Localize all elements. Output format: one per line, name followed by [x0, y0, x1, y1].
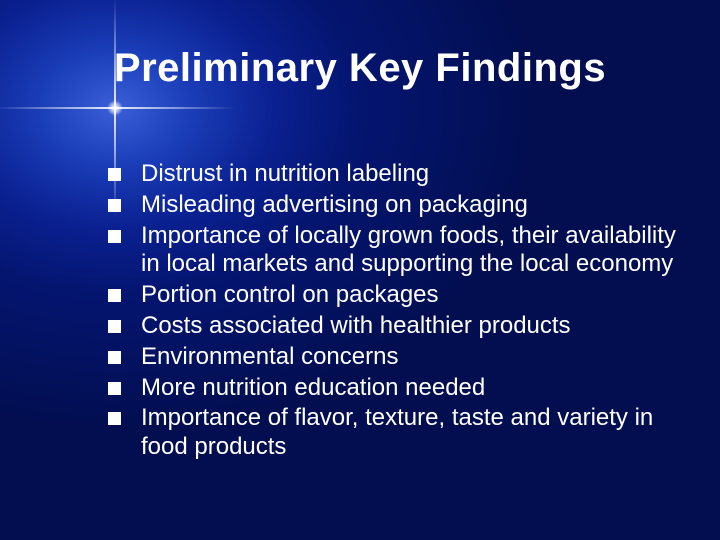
- square-bullet-icon: [108, 289, 121, 302]
- square-bullet-icon: [108, 320, 121, 333]
- list-item-text: Portion control on packages: [141, 281, 680, 310]
- list-item: Environmental concerns: [108, 343, 680, 372]
- square-bullet-icon: [108, 351, 121, 364]
- list-item-text: Costs associated with healthier products: [141, 312, 680, 341]
- list-item-text: Importance of locally grown foods, their…: [141, 222, 680, 280]
- list-item: Importance of locally grown foods, their…: [108, 222, 680, 280]
- list-item-text: More nutrition education needed: [141, 374, 680, 403]
- square-bullet-icon: [108, 168, 121, 181]
- list-item-text: Environmental concerns: [141, 343, 680, 372]
- square-bullet-icon: [108, 230, 121, 243]
- bullet-list: Distrust in nutrition labeling Misleadin…: [108, 160, 680, 464]
- list-item-text: Importance of flavor, texture, taste and…: [141, 404, 680, 462]
- slide: Preliminary Key Findings Distrust in nut…: [0, 0, 720, 540]
- list-item: Distrust in nutrition labeling: [108, 160, 680, 189]
- square-bullet-icon: [108, 199, 121, 212]
- list-item-text: Distrust in nutrition labeling: [141, 160, 680, 189]
- list-item: Importance of flavor, texture, taste and…: [108, 404, 680, 462]
- lens-flare-core-icon: [107, 100, 123, 116]
- list-item: Misleading advertising on packaging: [108, 191, 680, 220]
- list-item: More nutrition education needed: [108, 374, 680, 403]
- list-item: Portion control on packages: [108, 281, 680, 310]
- slide-title: Preliminary Key Findings: [0, 46, 720, 91]
- square-bullet-icon: [108, 412, 121, 425]
- square-bullet-icon: [108, 382, 121, 395]
- list-item: Costs associated with healthier products: [108, 312, 680, 341]
- list-item-text: Misleading advertising on packaging: [141, 191, 680, 220]
